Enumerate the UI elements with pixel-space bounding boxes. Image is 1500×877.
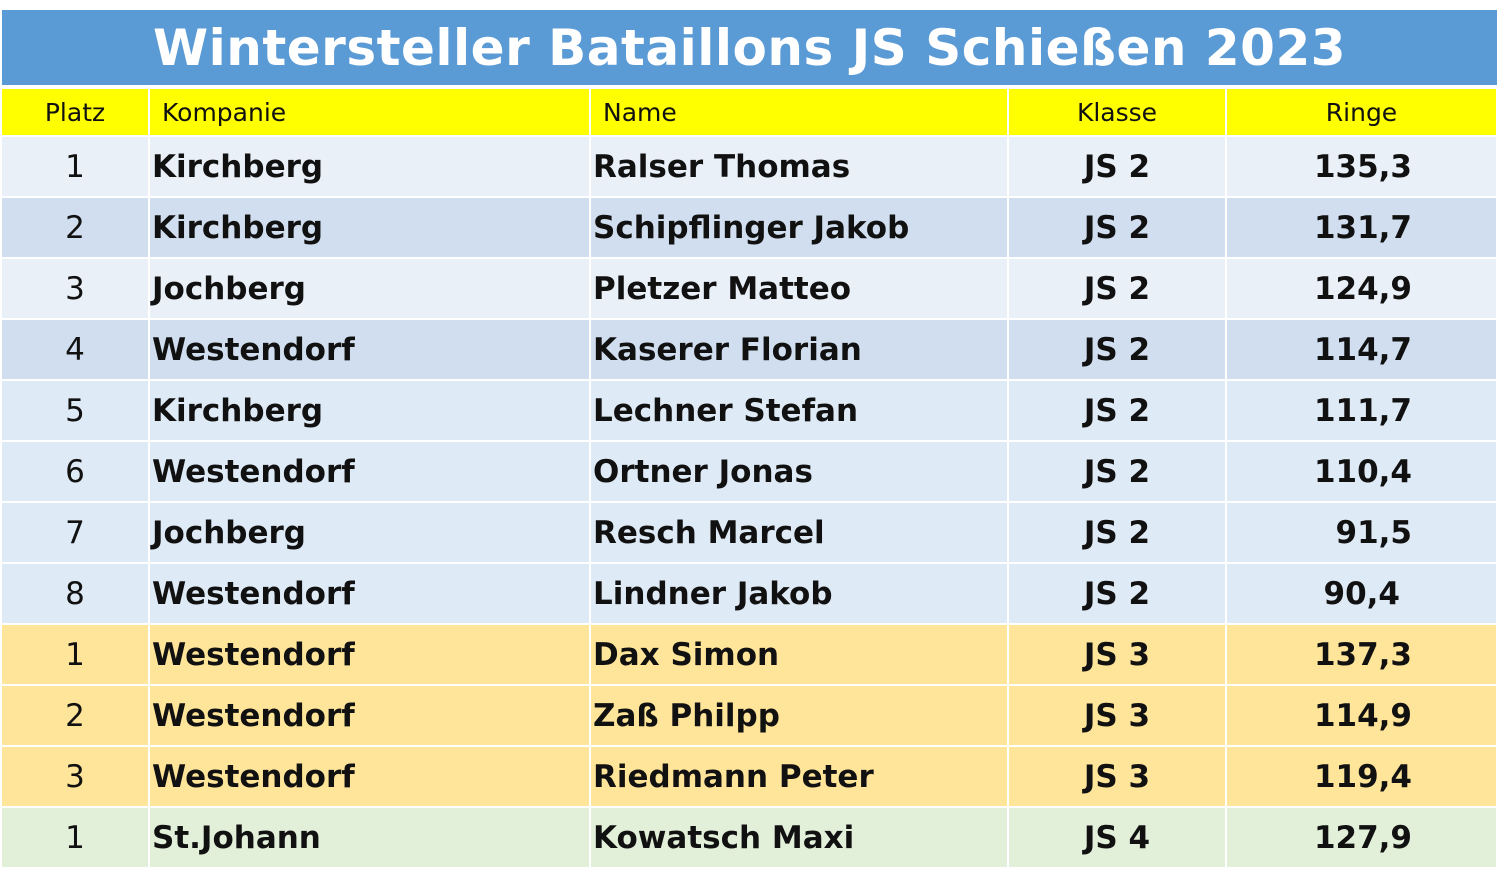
cell-ringe: 110,4 [1226, 440, 1498, 502]
cell-ringe: 135,3 [1226, 135, 1498, 197]
cell-ringe: 137,3 [1226, 623, 1498, 685]
cell-kompanie: Kirchberg [149, 196, 591, 258]
cell-ringe: 111,7 [1226, 379, 1498, 441]
table-row: 7 Jochberg Resch Marcel JS 2 91,5 [2, 501, 1498, 563]
cell-platz: 4 [2, 318, 150, 380]
cell-kompanie: Westendorf [149, 440, 591, 502]
cell-name: Kaserer Florian [590, 318, 1009, 380]
table-row: 4 Westendorf Kaserer Florian JS 2 114,7 [2, 318, 1498, 380]
table-row: 3 Westendorf Riedmann Peter JS 3 119,4 [2, 745, 1498, 807]
table-row: 8 Westendorf Lindner Jakob JS 2 90,4 [2, 562, 1498, 624]
cell-kompanie: Westendorf [149, 318, 591, 380]
header-kompanie: Kompanie [149, 89, 591, 136]
cell-klasse: JS 3 [1008, 745, 1227, 807]
table-row: 1 Westendorf Dax Simon JS 3 137,3 [2, 623, 1498, 685]
cell-platz: 6 [2, 440, 150, 502]
cell-platz: 3 [2, 257, 150, 319]
cell-platz: 5 [2, 379, 150, 441]
table-row: 3 Jochberg Pletzer Matteo JS 2 124,9 [2, 257, 1498, 319]
cell-platz: 2 [2, 196, 150, 258]
cell-name: Lindner Jakob [590, 562, 1009, 624]
header-name: Name [590, 89, 1009, 136]
cell-klasse: JS 2 [1008, 196, 1227, 258]
cell-ringe: 91,5 [1226, 501, 1498, 563]
header-ringe: Ringe [1226, 89, 1498, 136]
cell-kompanie: Jochberg [149, 501, 591, 563]
header-klasse: Klasse [1008, 89, 1227, 136]
cell-platz: 1 [2, 623, 150, 685]
cell-ringe: 90,4 [1226, 562, 1498, 624]
header-platz: Platz [2, 89, 150, 136]
cell-name: Schipflinger Jakob [590, 196, 1009, 258]
cell-klasse: JS 2 [1008, 501, 1227, 563]
cell-ringe: 114,9 [1226, 684, 1498, 746]
cell-klasse: JS 4 [1008, 806, 1227, 867]
cell-name: Resch Marcel [590, 501, 1009, 563]
page-title: Wintersteller Bataillons JS Schießen 202… [2, 10, 1497, 89]
cell-platz: 3 [2, 745, 150, 807]
cell-ringe: 127,9 [1226, 806, 1498, 867]
results-table: Platz Kompanie Name Klasse Ringe 1 Kirch… [2, 89, 1498, 867]
cell-name: Ralser Thomas [590, 135, 1009, 197]
table-header-row: Platz Kompanie Name Klasse Ringe [2, 89, 1498, 136]
cell-klasse: JS 3 [1008, 684, 1227, 746]
cell-klasse: JS 2 [1008, 257, 1227, 319]
cell-platz: 1 [2, 806, 150, 867]
cell-ringe: 124,9 [1226, 257, 1498, 319]
cell-platz: 2 [2, 684, 150, 746]
cell-name: Kowatsch Maxi [590, 806, 1009, 867]
cell-klasse: JS 2 [1008, 562, 1227, 624]
table-row: 6 Westendorf Ortner Jonas JS 2 110,4 [2, 440, 1498, 502]
cell-kompanie: Westendorf [149, 562, 591, 624]
cell-platz: 8 [2, 562, 150, 624]
table-row: 1 Kirchberg Ralser Thomas JS 2 135,3 [2, 135, 1498, 197]
cell-ringe: 131,7 [1226, 196, 1498, 258]
cell-name: Zaß Philpp [590, 684, 1009, 746]
cell-kompanie: Westendorf [149, 745, 591, 807]
cell-platz: 7 [2, 501, 150, 563]
cell-ringe: 114,7 [1226, 318, 1498, 380]
cell-kompanie: Kirchberg [149, 135, 591, 197]
cell-kompanie: Westendorf [149, 623, 591, 685]
table-row: 2 Kirchberg Schipflinger Jakob JS 2 131,… [2, 196, 1498, 258]
cell-name: Pletzer Matteo [590, 257, 1009, 319]
cell-ringe: 119,4 [1226, 745, 1498, 807]
table-row: 2 Westendorf Zaß Philpp JS 3 114,9 [2, 684, 1498, 746]
cell-kompanie: Kirchberg [149, 379, 591, 441]
cell-klasse: JS 2 [1008, 440, 1227, 502]
cell-name: Riedmann Peter [590, 745, 1009, 807]
cell-kompanie: Jochberg [149, 257, 591, 319]
cell-name: Dax Simon [590, 623, 1009, 685]
cell-klasse: JS 3 [1008, 623, 1227, 685]
cell-klasse: JS 2 [1008, 135, 1227, 197]
cell-klasse: JS 2 [1008, 379, 1227, 441]
cell-kompanie: Westendorf [149, 684, 591, 746]
cell-kompanie: St.Johann [149, 806, 591, 867]
table-row: 5 Kirchberg Lechner Stefan JS 2 111,7 [2, 379, 1498, 441]
cell-klasse: JS 2 [1008, 318, 1227, 380]
cell-name: Ortner Jonas [590, 440, 1009, 502]
results-sheet: Wintersteller Bataillons JS Schießen 202… [2, 10, 1498, 868]
table-row: 1 St.Johann Kowatsch Maxi JS 4 127,9 [2, 806, 1498, 867]
cell-name: Lechner Stefan [590, 379, 1009, 441]
cell-platz: 1 [2, 135, 150, 197]
